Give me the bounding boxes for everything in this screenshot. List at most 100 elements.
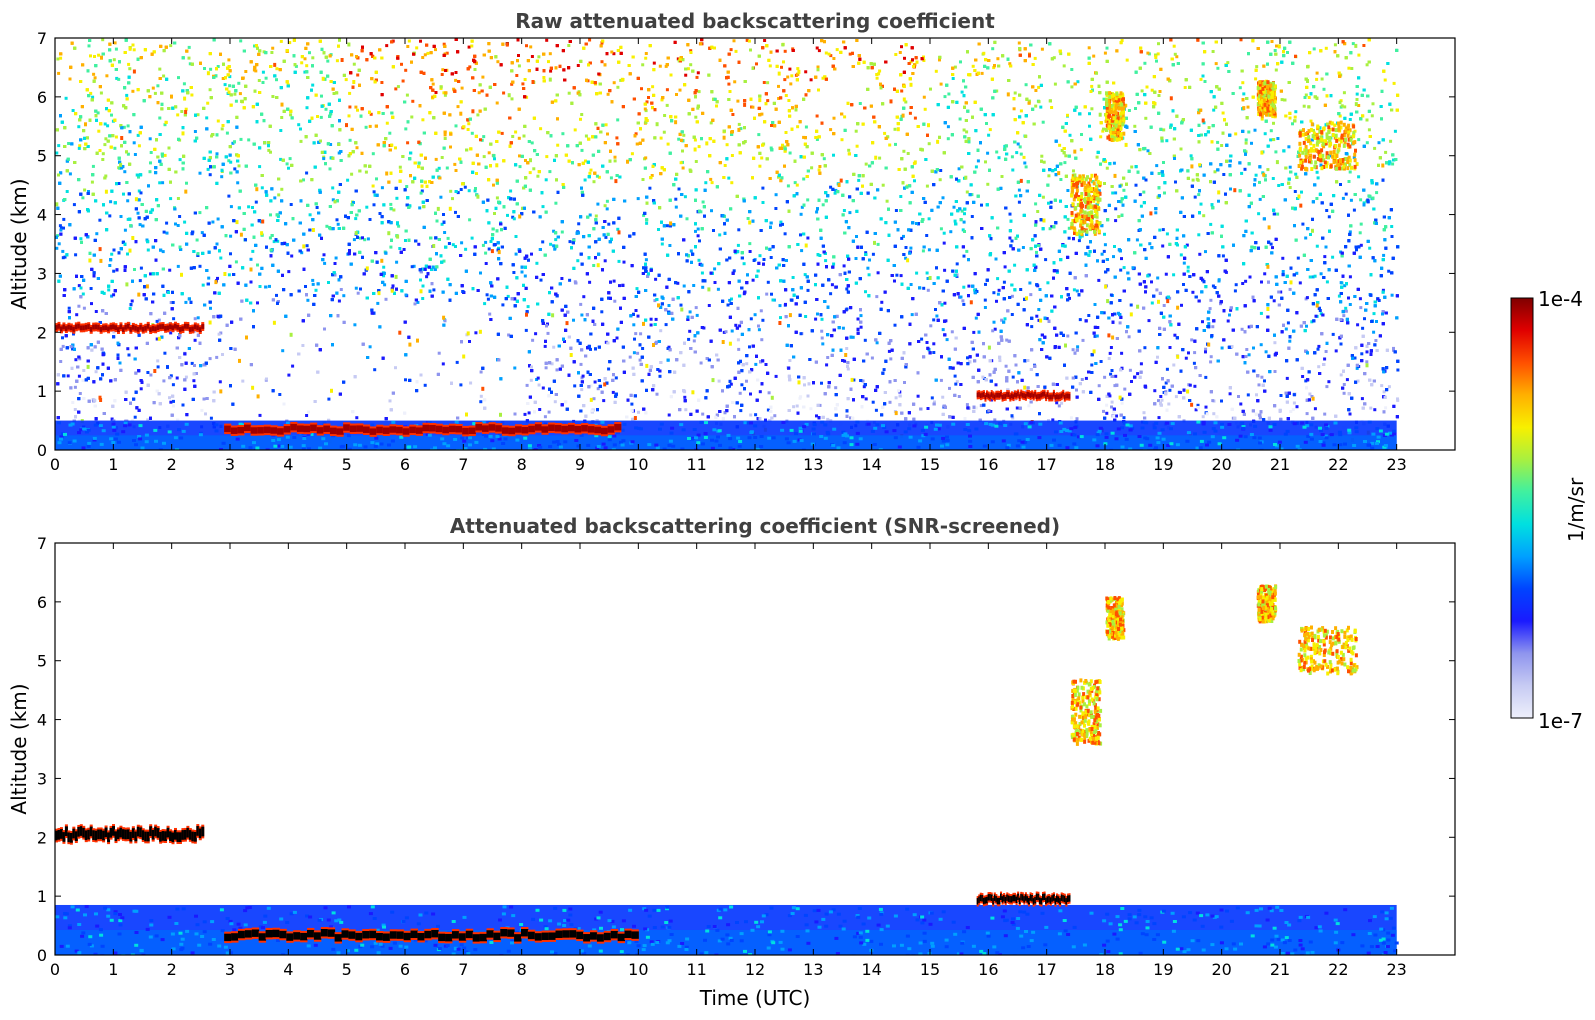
y-tick-label: 6 xyxy=(37,593,47,612)
x-tick-label: 14 xyxy=(861,960,881,979)
layer-cloud xyxy=(1256,79,1277,119)
x-tick-label: 2 xyxy=(167,455,177,474)
x-tick-label: 18 xyxy=(1095,960,1115,979)
y-tick-label: 0 xyxy=(37,441,47,460)
y-tick-label: 6 xyxy=(37,88,47,107)
bottom-x-ticks: 0 1 2 3 4 5 6 7 8 9 10 11 12 13 14 15 16 17 18 19 20 21 22 23 xyxy=(50,543,1407,979)
x-tick-label: 10 xyxy=(628,455,648,474)
y-tick-label: 3 xyxy=(37,264,47,283)
top-heatmap xyxy=(55,38,1400,450)
x-tick-label: 19 xyxy=(1153,960,1173,979)
x-tick-label: 0 xyxy=(50,455,60,474)
layer-cloud-layer xyxy=(55,824,205,845)
bottom-plot-frame xyxy=(54,542,1456,956)
x-tick-label: 12 xyxy=(745,960,765,979)
x-tick-label: 9 xyxy=(575,960,585,979)
x-tick-label: 5 xyxy=(342,960,352,979)
colorbar-max-label: 1e-4 xyxy=(1538,287,1583,311)
x-tick-label: 13 xyxy=(803,455,823,474)
top-y-axis-label: Altitude (km) xyxy=(7,178,31,309)
layer-cloud xyxy=(1070,173,1102,237)
x-tick-label: 7 xyxy=(458,960,468,979)
x-tick-label: 8 xyxy=(517,455,527,474)
x-axis-label: Time (UTC) xyxy=(699,986,811,1010)
bottom-y-axis-label: Altitude (km) xyxy=(7,683,31,814)
top-y-ticks: 0 1 2 3 4 5 6 7 xyxy=(37,29,1455,460)
colorbar: 1e-4 1e-7 1/m/sr xyxy=(1510,287,1588,733)
layer-cloud xyxy=(1105,91,1126,142)
y-tick-label: 1 xyxy=(37,382,47,401)
x-tick-label: 3 xyxy=(225,960,235,979)
layer-low-cloud xyxy=(976,389,1071,402)
layer-low-cloud xyxy=(224,926,639,944)
y-tick-label: 7 xyxy=(37,29,47,48)
x-tick-label: 10 xyxy=(628,960,648,979)
x-tick-label: 14 xyxy=(861,455,881,474)
x-tick-label: 20 xyxy=(1211,960,1231,979)
x-tick-label: 18 xyxy=(1095,455,1115,474)
y-tick-label: 1 xyxy=(37,887,47,906)
x-tick-label: 21 xyxy=(1270,960,1290,979)
bottom-panel: Attenuated backscattering coefficient (S… xyxy=(7,514,1456,1010)
y-tick-label: 5 xyxy=(37,652,47,671)
x-tick-label: 17 xyxy=(1036,960,1056,979)
y-tick-label: 4 xyxy=(37,711,47,730)
x-tick-label: 22 xyxy=(1328,455,1348,474)
x-tick-label: 3 xyxy=(225,455,235,474)
x-tick-label: 15 xyxy=(920,960,940,979)
y-tick-label: 2 xyxy=(37,323,47,342)
x-tick-label: 6 xyxy=(400,960,410,979)
x-tick-label: 20 xyxy=(1211,455,1231,474)
x-tick-label: 23 xyxy=(1386,455,1406,474)
x-tick-label: 4 xyxy=(283,455,293,474)
x-tick-label: 4 xyxy=(283,960,293,979)
layer-cloud xyxy=(1297,120,1359,172)
layer-cloud-layer xyxy=(55,321,205,335)
y-tick-label: 4 xyxy=(37,206,47,225)
top-plot-frame xyxy=(54,37,1456,451)
x-tick-label: 11 xyxy=(686,455,706,474)
x-tick-label: 13 xyxy=(803,960,823,979)
layer-cloud xyxy=(1297,625,1359,676)
colorbar-unit-label: 1/m/sr xyxy=(1564,477,1588,542)
x-tick-label: 11 xyxy=(686,960,706,979)
x-tick-label: 6 xyxy=(400,455,410,474)
top-chart-title: Raw attenuated backscattering coefficien… xyxy=(515,9,995,33)
colorbar-gradient xyxy=(1510,297,1534,719)
x-tick-label: 1 xyxy=(108,960,118,979)
layer-cloud xyxy=(1070,678,1103,746)
x-tick-label: 23 xyxy=(1386,960,1406,979)
noise-speckle xyxy=(55,38,1400,430)
layer-low-cloud xyxy=(224,421,622,437)
x-tick-label: 1 xyxy=(108,455,118,474)
top-x-ticks: 0 1 2 3 4 5 6 7 8 9 10 11 12 13 14 15 16 17 18 19 20 21 22 23 xyxy=(50,38,1407,474)
layer-cloud xyxy=(1256,584,1278,624)
layer-cloud xyxy=(1105,596,1126,641)
y-tick-label: 7 xyxy=(37,534,47,553)
x-tick-label: 0 xyxy=(50,960,60,979)
x-tick-label: 2 xyxy=(167,960,177,979)
x-tick-label: 16 xyxy=(978,960,998,979)
x-tick-label: 8 xyxy=(517,960,527,979)
colorbar-min-label: 1e-7 xyxy=(1538,709,1583,733)
x-tick-label: 15 xyxy=(920,455,940,474)
y-tick-label: 0 xyxy=(37,946,47,965)
x-tick-label: 7 xyxy=(458,455,468,474)
bottom-heatmap xyxy=(55,584,1399,955)
y-tick-label: 2 xyxy=(37,828,47,847)
x-tick-label: 22 xyxy=(1328,960,1348,979)
x-tick-label: 5 xyxy=(342,455,352,474)
top-panel: Raw attenuated backscattering coefficien… xyxy=(7,9,1456,474)
layer-boundary-layer xyxy=(55,904,1399,955)
x-tick-label: 19 xyxy=(1153,455,1173,474)
y-tick-label: 3 xyxy=(37,769,47,788)
x-tick-label: 21 xyxy=(1270,455,1290,474)
x-tick-label: 12 xyxy=(745,455,765,474)
bottom-chart-title: Attenuated backscattering coefficient (S… xyxy=(450,514,1060,538)
x-tick-label: 9 xyxy=(575,455,585,474)
x-tick-label: 17 xyxy=(1036,455,1056,474)
bottom-y-ticks: 0 1 2 3 4 5 6 7 xyxy=(37,534,1455,965)
x-tick-label: 16 xyxy=(978,455,998,474)
layer-low-cloud xyxy=(976,891,1071,907)
